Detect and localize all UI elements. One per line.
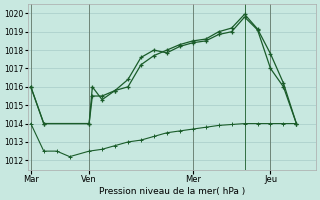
X-axis label: Pression niveau de la mer( hPa ): Pression niveau de la mer( hPa ) (99, 187, 245, 196)
